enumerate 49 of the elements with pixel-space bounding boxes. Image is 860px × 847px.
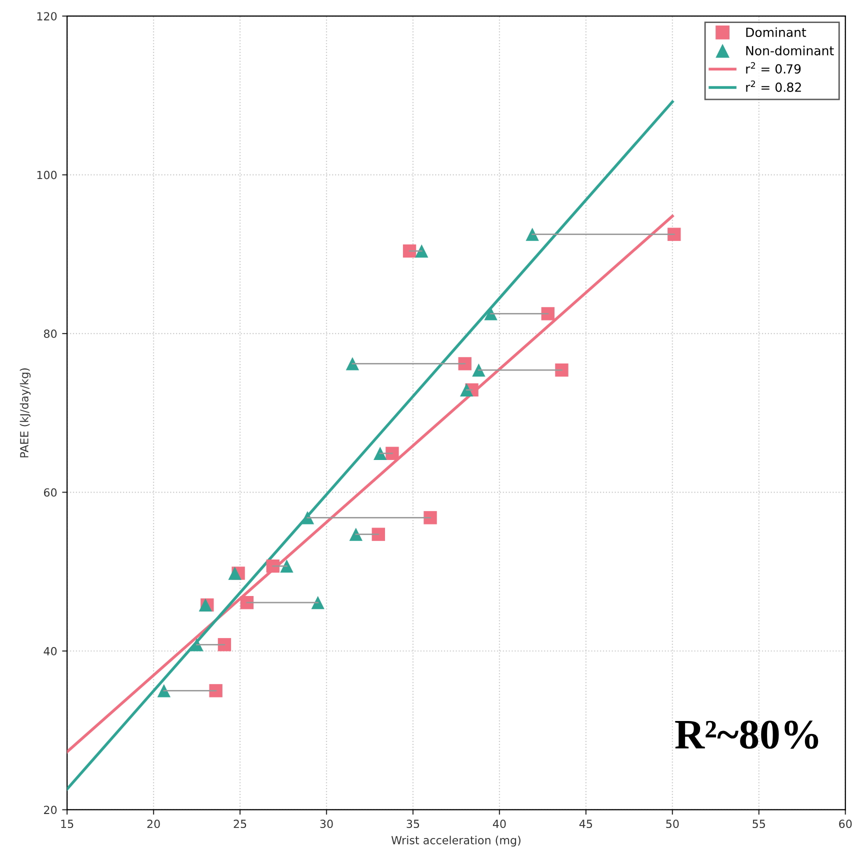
point	[460, 383, 474, 396]
point	[424, 511, 437, 524]
point	[386, 446, 399, 460]
y-tick-label: 80	[44, 330, 57, 338]
point	[218, 638, 232, 652]
x-tick-label: 15	[61, 820, 74, 828]
x-tick-label: 55	[752, 820, 765, 828]
point	[402, 244, 416, 258]
point	[374, 446, 387, 460]
y-tick-label: 60	[44, 488, 57, 497]
point	[240, 596, 254, 610]
point	[458, 357, 472, 370]
point	[668, 228, 681, 241]
legend-label: r$^{2}$ = 0.79	[746, 62, 801, 74]
point	[266, 559, 280, 573]
legend-label: Dominant	[746, 27, 806, 38]
x-tick-label: 30	[320, 820, 333, 828]
y-tick-label: 100	[37, 170, 57, 180]
y-tick-label: 120	[37, 12, 57, 20]
x-tick-label: 40	[492, 820, 506, 828]
x-tick-label: 50	[666, 820, 679, 828]
x-tick-label: 60	[839, 820, 852, 828]
point	[349, 528, 363, 541]
point	[346, 357, 360, 370]
y-tick-label: 20	[44, 806, 57, 814]
point	[300, 511, 314, 524]
point	[415, 244, 428, 258]
point	[311, 596, 324, 610]
x-tick-label: 20	[147, 820, 160, 828]
y-axis-title: PAEE (kJ/day/kg)	[20, 368, 31, 458]
point	[372, 528, 385, 541]
x-tick-label: 35	[406, 820, 420, 828]
legend-label: Non-dominant	[746, 46, 834, 56]
x-tick-label: 25	[234, 820, 246, 828]
x-axis-title: Wrist acceleration (mg)	[391, 836, 520, 847]
point	[484, 307, 498, 320]
point	[157, 684, 171, 698]
point	[228, 566, 242, 580]
point	[209, 684, 222, 698]
point	[280, 559, 294, 573]
x-tick-label: 45	[579, 820, 592, 828]
y-tick-label: 40	[44, 646, 57, 656]
point	[472, 363, 486, 377]
annotation: R²~80%	[675, 720, 818, 749]
point	[190, 638, 204, 652]
point	[526, 228, 539, 241]
point	[541, 307, 554, 320]
point	[555, 363, 568, 377]
legend-label: r$^{2}$ = 0.82	[746, 80, 801, 92]
